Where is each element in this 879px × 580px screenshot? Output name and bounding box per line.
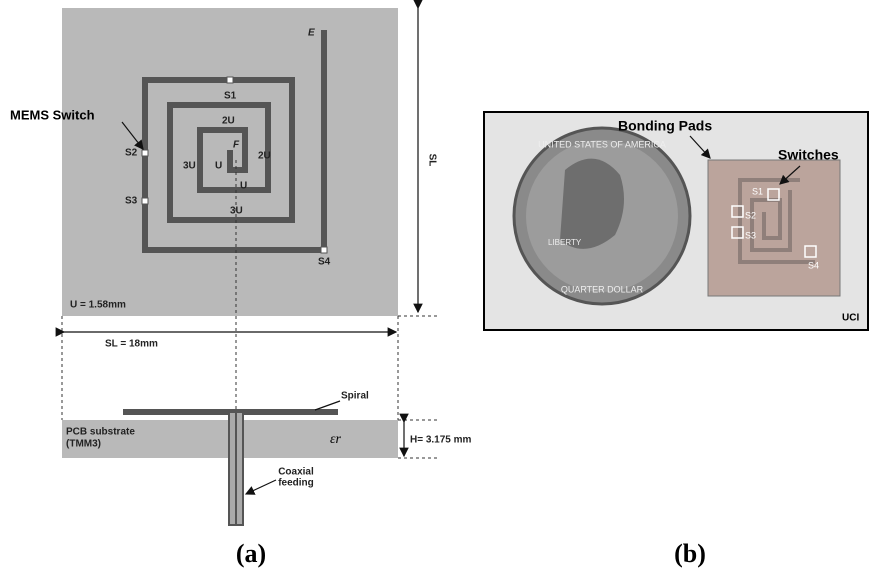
figure: E F S1 S2 S3 S4 2U 2U 3U 3U U U MEMS Swi… <box>0 0 879 575</box>
label: feeding <box>278 478 314 489</box>
label: U <box>215 161 222 172</box>
label: 2U <box>222 116 235 127</box>
label: (TMM3) <box>66 439 101 450</box>
label: Switches <box>778 147 839 163</box>
caption: (a) <box>236 539 266 568</box>
label: Coaxial <box>278 467 314 478</box>
credit: UCI <box>842 313 859 324</box>
coin-text: UNITED STATES OF AMERICA <box>538 139 666 149</box>
label: S2 <box>125 148 138 159</box>
label: U <box>240 181 247 192</box>
label: Bonding Pads <box>618 118 712 134</box>
label: Spiral <box>341 391 369 402</box>
leader <box>315 401 340 410</box>
caption: (b) <box>674 539 706 568</box>
coin-text: LIBERTY <box>548 238 582 247</box>
label: U = 1.58mm <box>70 300 126 311</box>
coin-portrait <box>560 159 624 249</box>
label: F <box>233 140 240 151</box>
label: S3 <box>745 230 756 240</box>
callout: MEMS Switch <box>10 107 95 122</box>
label: E <box>308 28 315 39</box>
label: S1 <box>752 186 763 196</box>
label: SL = 18mm <box>105 339 158 350</box>
label: PCB substrate <box>66 427 135 438</box>
leader <box>246 480 276 494</box>
label: 3U <box>183 161 196 172</box>
label: S1 <box>224 91 237 102</box>
label: S3 <box>125 196 138 207</box>
label: 2U <box>258 151 271 162</box>
label: SL <box>426 154 437 167</box>
label: H= 3.175 mm <box>410 435 472 446</box>
label: S4 <box>808 260 819 270</box>
label: S4 <box>318 257 331 268</box>
label: εr <box>330 432 342 447</box>
coin-text: QUARTER DOLLAR <box>561 284 644 294</box>
label: S2 <box>745 210 756 220</box>
